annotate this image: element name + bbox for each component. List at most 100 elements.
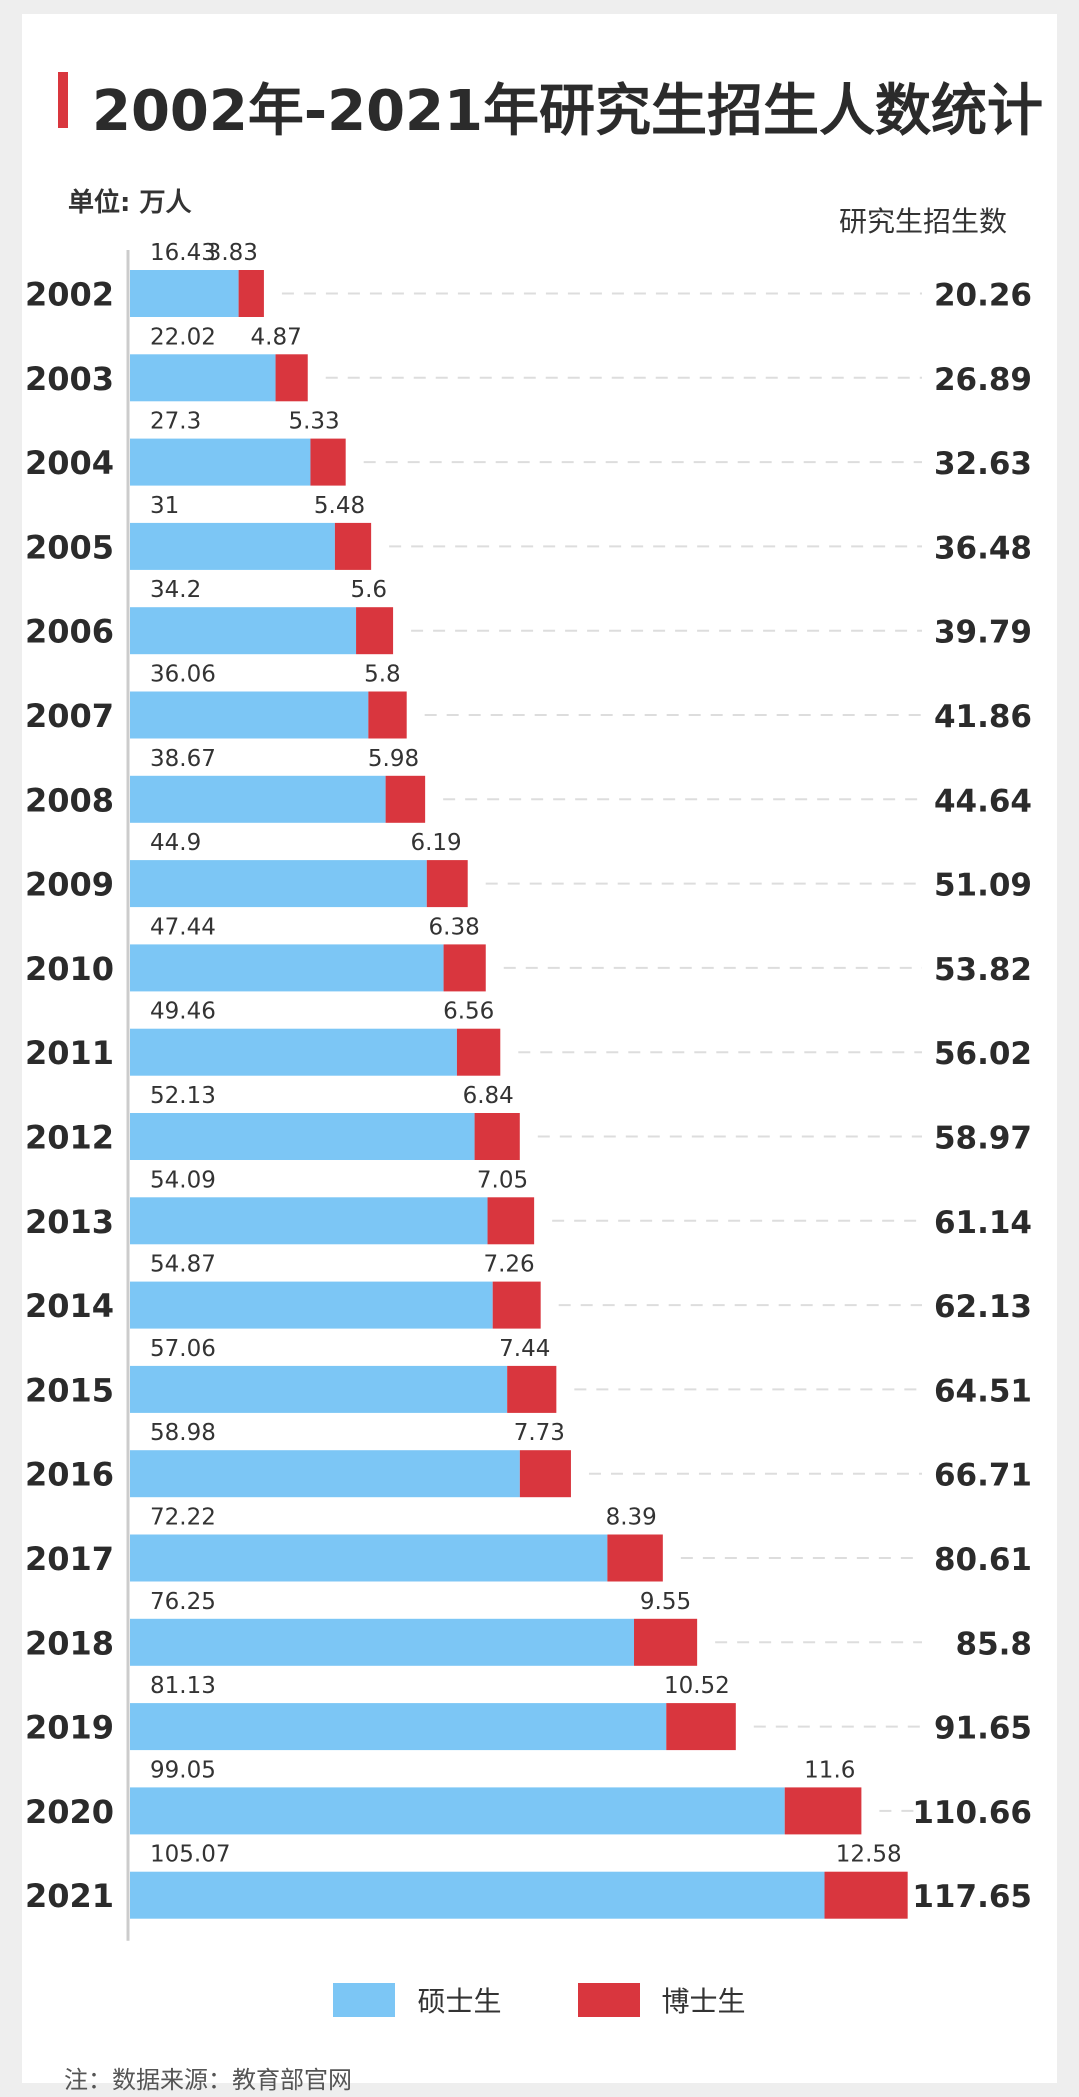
bar-doctor [666, 1703, 736, 1751]
bar-master [130, 1113, 475, 1160]
master-value-label: 52.13 [150, 1083, 216, 1109]
total-value-label: 64.51 [934, 1373, 1032, 1409]
bar-doctor [385, 775, 426, 823]
doctor-value-label: 7.44 [499, 1336, 550, 1362]
total-value-label: 26.89 [934, 362, 1032, 398]
master-value-label: 58.98 [150, 1420, 216, 1446]
category-label: 2013 [25, 1203, 114, 1241]
doctor-value-label: 11.6 [804, 1757, 855, 1783]
total-value-label: 117.65 [912, 1879, 1032, 1915]
doctor-value-label: 6.56 [443, 999, 494, 1025]
doctor-value-label: 7.05 [477, 1167, 528, 1193]
doctor-value-label: 12.58 [836, 1842, 902, 1868]
legend-label-doctor: 博士生 [661, 1985, 746, 2018]
category-label: 2018 [25, 1624, 114, 1662]
category-label: 2011 [25, 1034, 114, 1072]
total-value-label: 58.97 [934, 1121, 1032, 1157]
master-value-label: 27.3 [150, 409, 201, 435]
master-value-label: 81.13 [150, 1673, 216, 1699]
total-value-label: 62.13 [934, 1289, 1032, 1325]
bar-doctor [426, 860, 468, 908]
total-value-label: 41.86 [934, 699, 1032, 735]
chart-title: 2002年-2021年研究生招生人数统计 [92, 79, 1043, 144]
total-value-label: 61.14 [934, 1205, 1032, 1241]
bar-doctor [634, 1618, 698, 1666]
bar-master [130, 1197, 488, 1245]
total-value-label: 56.02 [934, 1036, 1032, 1072]
total-value-label: 32.63 [934, 446, 1032, 482]
total-value-label: 39.79 [934, 615, 1032, 651]
category-label: 2004 [25, 444, 114, 482]
bar-master [130, 1028, 457, 1076]
legend-swatch-master [333, 1983, 396, 2017]
bar-doctor [824, 1871, 908, 1919]
legend-item-master: 硕士生 [333, 1980, 502, 2020]
master-value-label: 57.06 [150, 1336, 216, 1362]
bar-master [130, 1871, 825, 1919]
total-column-header: 研究生招生数 [838, 205, 1007, 238]
category-label: 2016 [25, 1456, 114, 1494]
category-label: 2012 [25, 1119, 114, 1157]
category-label: 2015 [25, 1371, 114, 1409]
bar-doctor [443, 944, 486, 992]
master-value-label: 22.02 [150, 324, 216, 350]
master-value-label: 54.09 [150, 1167, 216, 1193]
total-value-label: 66.71 [934, 1458, 1032, 1494]
bar-master [130, 607, 357, 655]
category-label: 2021 [25, 1877, 114, 1915]
doctor-value-label: 5.33 [288, 409, 339, 435]
legend-label-master: 硕士生 [417, 1985, 502, 2018]
category-label: 2020 [25, 1793, 114, 1831]
legend-swatch-doctor [577, 1983, 640, 2017]
master-value-label: 99.05 [150, 1757, 216, 1783]
unit-label: 单位: 万人 [68, 188, 192, 218]
total-value-label: 110.66 [912, 1795, 1032, 1831]
bar-master [130, 775, 386, 823]
bar-doctor [784, 1787, 862, 1835]
bar-master [130, 438, 311, 486]
bar-master [130, 1450, 520, 1498]
doctor-value-label: 7.26 [483, 1252, 534, 1278]
master-value-label: 34.2 [150, 577, 201, 603]
title-accent-bar [58, 72, 68, 128]
doctor-value-label: 5.6 [350, 577, 387, 603]
total-value-label: 53.82 [934, 952, 1032, 988]
master-value-label: 105.07 [150, 1842, 230, 1868]
category-label: 2010 [25, 950, 114, 988]
master-value-label: 44.9 [150, 830, 201, 856]
bar-doctor [356, 607, 394, 655]
category-label: 2009 [25, 866, 114, 904]
bar-doctor [487, 1197, 535, 1245]
bar-doctor [310, 438, 346, 486]
category-label: 2002 [25, 276, 114, 314]
master-value-label: 54.87 [150, 1252, 216, 1278]
doctor-value-label: 5.98 [368, 746, 419, 772]
bar-master [130, 1534, 608, 1582]
doctor-value-label: 3.83 [207, 240, 258, 266]
master-value-label: 16.43 [150, 240, 216, 266]
bar-master [130, 522, 335, 570]
bar-doctor [275, 354, 308, 402]
category-label: 2005 [25, 528, 114, 566]
bar-doctor [334, 522, 372, 570]
master-value-label: 31 [150, 493, 179, 519]
category-label: 2008 [25, 781, 114, 819]
bar-master [130, 270, 239, 317]
category-label: 2003 [25, 360, 114, 398]
total-value-label: 80.61 [934, 1542, 1032, 1578]
bar-master [130, 1281, 493, 1329]
bar-doctor [368, 691, 407, 739]
bar-doctor [492, 1281, 541, 1329]
category-label: 2017 [25, 1540, 114, 1578]
chart-card: 2002年-2021年研究生招生人数统计 单位: 万人 研究生招生数 2002 1… [22, 14, 1057, 2094]
bar-master [130, 944, 444, 992]
stacked-bar-chart: 2002 16.433.83 20.26 2003 22.02 4.87 26.89 2004… [25, 240, 1032, 1941]
doctor-value-label: 5.48 [314, 493, 365, 519]
doctor-value-label: 9.55 [640, 1589, 691, 1615]
master-value-label: 76.25 [150, 1589, 216, 1615]
bar-master [130, 691, 369, 739]
total-value-label: 36.48 [934, 530, 1032, 566]
bar-doctor [507, 1365, 557, 1413]
bar-master [130, 1787, 785, 1835]
doctor-value-label: 6.19 [410, 830, 461, 856]
